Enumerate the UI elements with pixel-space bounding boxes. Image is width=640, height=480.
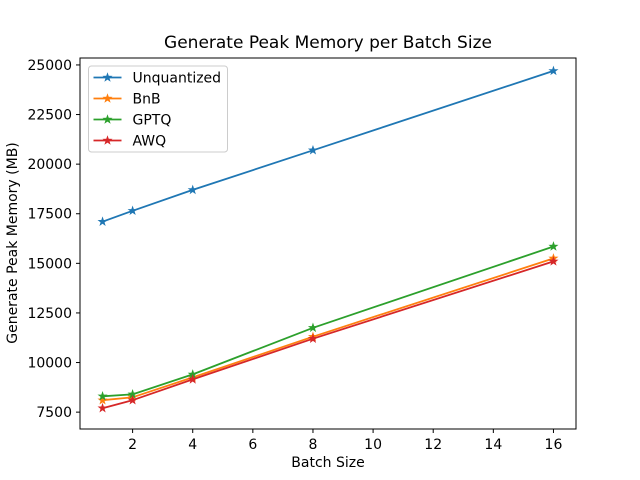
x-tick-label: 2 bbox=[128, 437, 137, 453]
series-line-gptq bbox=[101, 245, 555, 398]
chart-title: Generate Peak Memory per Batch Size bbox=[164, 33, 492, 53]
series-line-awq bbox=[101, 260, 555, 410]
legend-box bbox=[88, 65, 228, 153]
data-point-marker-unquantized bbox=[548, 65, 559, 76]
data-point-marker-bnb bbox=[97, 394, 108, 405]
x-tick-label: 12 bbox=[424, 437, 442, 453]
y-tick-label: 22500 bbox=[27, 108, 72, 124]
data-point-marker-gptq bbox=[127, 388, 138, 399]
y-tick-label: 25000 bbox=[27, 58, 72, 74]
data-point-marker-gptq bbox=[548, 241, 559, 251]
plot-area bbox=[79, 57, 577, 430]
x-axis-label: Batch Size bbox=[291, 455, 364, 471]
x-tick-label: 16 bbox=[545, 437, 563, 453]
data-point-marker-unquantized bbox=[187, 184, 198, 195]
legend-label-bnb: BnB bbox=[133, 92, 161, 108]
data-point-marker-gptq bbox=[187, 369, 198, 379]
data-point-marker-awq bbox=[97, 402, 108, 413]
legend-label-gptq: GPTQ bbox=[133, 113, 172, 129]
data-point-marker-unquantized bbox=[307, 144, 319, 155]
x-tick-label: 6 bbox=[248, 437, 257, 453]
y-tick-label: 12500 bbox=[27, 306, 72, 322]
y-axis-label: Generate Peak Memory (MB) bbox=[5, 142, 21, 344]
legend-marker-star bbox=[102, 93, 113, 103]
x-tick-label: 14 bbox=[484, 437, 502, 453]
legend-marker-star bbox=[102, 72, 113, 82]
data-point-marker-awq bbox=[548, 256, 559, 266]
data-point-marker-unquantized bbox=[97, 216, 108, 226]
data-point-marker-awq bbox=[187, 374, 198, 384]
y-tick-label: 17500 bbox=[27, 207, 72, 223]
data-point-marker-awq bbox=[127, 394, 138, 405]
data-point-marker-unquantized bbox=[127, 205, 138, 216]
x-tick-label: 8 bbox=[309, 437, 318, 453]
legend-marker-star bbox=[102, 135, 113, 145]
series-line-bnb bbox=[101, 257, 555, 402]
x-tick-label: 4 bbox=[188, 437, 197, 453]
data-point-marker-gptq bbox=[97, 390, 108, 401]
x-tick-label: 10 bbox=[364, 437, 382, 453]
y-tick-label: 20000 bbox=[27, 157, 72, 173]
legend-label-awq: AWQ bbox=[133, 134, 167, 150]
y-tick-label: 10000 bbox=[27, 356, 72, 372]
data-point-marker-gptq bbox=[307, 322, 319, 333]
legend-marker-star bbox=[102, 114, 113, 124]
legend-label-unquantized: Unquantized bbox=[133, 71, 222, 87]
y-tick-label: 15000 bbox=[27, 256, 72, 272]
y-tick-label: 7500 bbox=[36, 405, 72, 421]
data-point-marker-awq bbox=[307, 333, 319, 344]
